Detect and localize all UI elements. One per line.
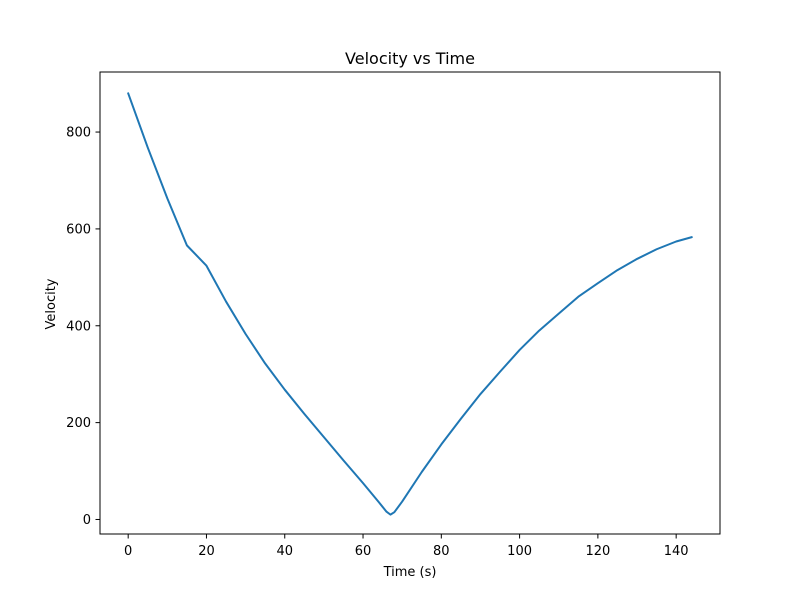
chart-title: Velocity vs Time bbox=[345, 49, 475, 68]
y-axis-label: Velocity bbox=[44, 278, 59, 329]
x-tick-label: 100 bbox=[507, 544, 532, 559]
x-tick-label: 120 bbox=[585, 544, 610, 559]
plot-frame bbox=[99, 71, 721, 535]
series-line bbox=[127, 92, 693, 516]
y-tick-label: 200 bbox=[66, 416, 91, 431]
x-tick-label: 60 bbox=[355, 544, 372, 559]
y-tick-label: 800 bbox=[66, 126, 91, 141]
x-tick-label: 20 bbox=[198, 544, 215, 559]
y-tick-label: 600 bbox=[66, 222, 91, 237]
y-tick-label: 0 bbox=[83, 513, 91, 528]
x-tick-label: 140 bbox=[664, 544, 689, 559]
x-tick-label: 40 bbox=[276, 544, 293, 559]
x-axis-label: Time (s) bbox=[383, 565, 437, 580]
axes-layer: 0 20 40 60 80 100 120 140 0 200 400 600 800 bbox=[66, 71, 721, 559]
x-tick-label: 80 bbox=[433, 544, 450, 559]
x-tick-label: 0 bbox=[124, 544, 132, 559]
y-tick-label: 400 bbox=[66, 319, 91, 334]
plot-layer bbox=[127, 92, 693, 516]
